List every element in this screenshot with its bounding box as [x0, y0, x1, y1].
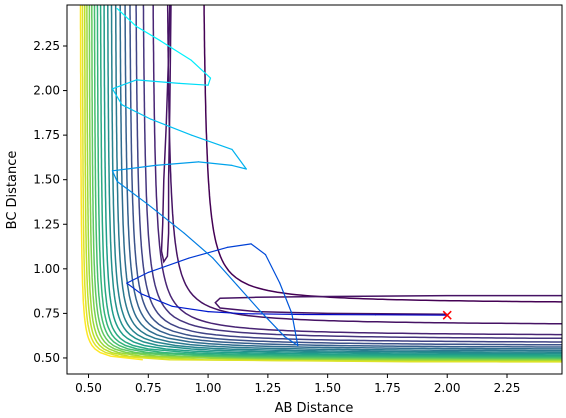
trajectory-segment: [236, 284, 262, 313]
trajectory-segment: [243, 313, 305, 316]
y-tick-label: 1.25: [33, 217, 60, 231]
contour-line: [203, 5, 562, 303]
trajectory-segment: [207, 311, 245, 315]
trajectory-segment: [183, 232, 214, 259]
trajectory-segment: [116, 180, 149, 206]
trajectory-segment: [231, 164, 247, 170]
contour-line: [103, 5, 562, 356]
contour-line: [99, 5, 562, 357]
trajectory-segment: [121, 104, 152, 120]
x-tick-label: 2.00: [434, 381, 461, 395]
contour-line-hairpin: [160, 5, 172, 264]
contour-line: [142, 5, 562, 340]
y-tick-label: 2.00: [33, 84, 60, 98]
contour-line: [114, 5, 562, 352]
contour-line: [86, 5, 562, 362]
trajectory-segment: [190, 59, 212, 79]
trajectory-segment: [111, 164, 157, 172]
trajectory-segment: [147, 257, 190, 273]
trajectory-segment: [135, 25, 161, 42]
trajectory-segment: [197, 161, 233, 166]
y-axis: 0.50 0.75 1.00 1.25 1.50 1.75 2.00 2.25: [33, 39, 67, 365]
x-tick-label: 1.00: [195, 381, 222, 395]
contour-line: [119, 5, 562, 350]
start-marker: [442, 310, 452, 320]
y-tick-label: 1.00: [33, 262, 60, 276]
x-tick-label: 0.50: [75, 381, 102, 395]
trajectory-segment: [231, 148, 247, 170]
trajectory-segment: [250, 243, 267, 256]
contour-line: [81, 5, 562, 363]
y-tick-label: 0.75: [33, 306, 60, 320]
y-axis-label: BC Distance: [5, 151, 20, 230]
trajectory-segment: [147, 204, 185, 234]
trajectory-segment: [212, 257, 238, 286]
x-tick-label: 1.50: [314, 381, 341, 395]
y-tick-label: 1.50: [33, 173, 60, 187]
contour-line: [152, 5, 562, 336]
contour-line: [166, 5, 562, 325]
contour-line: [107, 5, 562, 355]
trajectory-segment: [260, 311, 286, 338]
contour-line: [135, 5, 562, 343]
trajectory-segment: [291, 312, 299, 347]
contour-line: [96, 5, 562, 358]
contour-line: [124, 5, 562, 348]
y-tick-label: 2.25: [33, 39, 60, 53]
trajectory-segment: [190, 134, 233, 150]
trajectory-segment: [111, 170, 118, 183]
x-tick-label: 1.25: [255, 381, 282, 395]
trajectory-segment: [279, 282, 293, 314]
trajectory-segment: [135, 79, 180, 85]
trajectory-segment: [111, 88, 123, 106]
contour-line: [93, 5, 562, 359]
trajectory-segment: [264, 254, 281, 284]
trajectory-segment: [126, 282, 142, 295]
contour-line: [129, 5, 562, 346]
x-tick-label: 2.25: [494, 381, 521, 395]
trajectory-segment: [116, 8, 137, 27]
y-tick-label: 1.75: [33, 128, 60, 142]
trajectory-segment: [150, 118, 192, 136]
trajectory-segment: [284, 336, 299, 347]
trajectory-segment: [178, 82, 209, 86]
trajectory-segment: [126, 271, 149, 284]
trajectory-segment: [159, 40, 192, 61]
trajectory-segment: [207, 77, 212, 86]
y-tick-label: 0.50: [33, 351, 60, 365]
contour-line: [110, 5, 562, 353]
contour-line: [88, 5, 562, 361]
contour-line: [79, 5, 143, 361]
trajectory-segment: [140, 293, 173, 307]
x-axis: 0.50 0.75 1.00 1.25 1.50 1.75 2.00 2.25: [75, 374, 520, 395]
trajectory-segment: [171, 305, 209, 313]
x-axis-label: AB Distance: [275, 401, 354, 416]
x-tick-label: 1.75: [374, 381, 401, 395]
trajectory-segment: [226, 243, 252, 248]
trajectory-segment: [154, 161, 200, 166]
x-tick-label: 0.75: [135, 381, 162, 395]
trajectory-segment: [188, 246, 228, 259]
plot-area: [79, 5, 562, 363]
contour-line: [91, 5, 562, 360]
trajectory-segment: [111, 79, 137, 90]
axes-frame: [66, 4, 563, 375]
